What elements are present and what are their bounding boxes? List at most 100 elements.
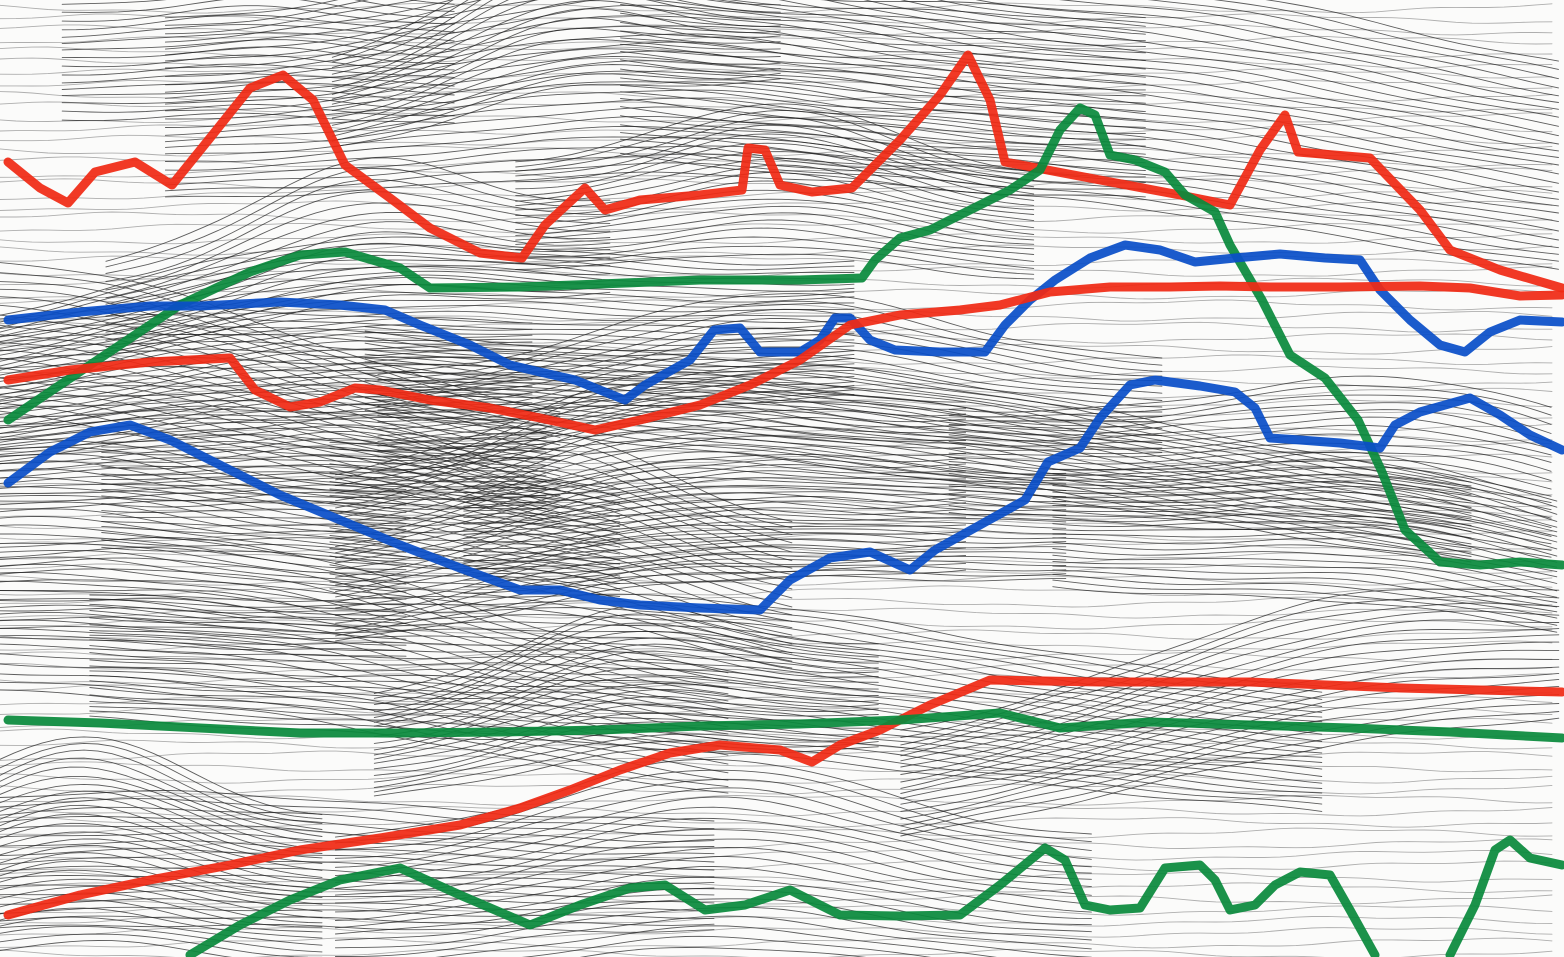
- background-pen-line: [0, 893, 1553, 905]
- contour-pen-line: [335, 536, 967, 609]
- contour-pen-line: [164, 153, 1146, 186]
- contour-pen-line: [0, 334, 561, 463]
- contour-pen-line: [948, 375, 1552, 413]
- background-pen-line: [0, 288, 1553, 300]
- contour-pen-line: [900, 628, 1560, 762]
- contour-pen-line: [0, 272, 561, 418]
- contour-pen-line: [620, 138, 1559, 255]
- contour-pen-line: [0, 471, 547, 484]
- contour-pen-line: [900, 588, 1560, 731]
- contour-pen-line: [1052, 565, 1558, 608]
- contour-pen-line: [164, 70, 1146, 121]
- contour-pen-line: [463, 477, 1067, 507]
- contour-pen-line: [0, 369, 855, 435]
- contour-pen-line: [89, 603, 1323, 700]
- contour-pen-line: [0, 344, 855, 405]
- contour-pen-line: [0, 626, 729, 741]
- contour-pen-line: [334, 806, 1092, 877]
- contour-pen-line: [334, 898, 1092, 941]
- contour-pen-line: [89, 634, 1323, 728]
- contour-pen-line: [0, 333, 533, 345]
- contour-pen-line: [0, 892, 323, 928]
- contour-pen-line: [377, 417, 1163, 458]
- contour-pen-line: [0, 925, 323, 953]
- contour-pen-line: [89, 694, 1323, 789]
- background-pen-line: [0, 431, 1553, 442]
- contour-pen-line: [0, 313, 533, 331]
- contour-pen-line: [515, 212, 1035, 250]
- contour-pen-line: [335, 451, 967, 540]
- contour-pen-line: [0, 598, 407, 625]
- contour-pen-line: [0, 886, 323, 924]
- contour-pen-line: [89, 593, 1323, 687]
- background-pen-line: [0, 156, 1553, 168]
- background-pen-line: [0, 530, 1553, 541]
- contour-pen-line: [463, 558, 1067, 576]
- contour-pen-line: [620, 84, 1559, 200]
- background-pen-line: [0, 420, 1553, 432]
- contour-pen-line: [329, 588, 793, 669]
- contour-pen-line: [331, 0, 454, 58]
- contour-pen-line: [61, 24, 455, 42]
- contour-pen-line: [335, 492, 967, 570]
- contour-pen-line: [0, 590, 407, 617]
- contour-pen-line: [105, 265, 611, 333]
- background-pen-line: [0, 618, 1553, 630]
- contour-pen-line: [0, 619, 407, 646]
- background-pen-line: [0, 35, 1553, 47]
- background-pen-line: [0, 13, 1553, 25]
- contour-pen-line: [373, 740, 879, 793]
- contour-pen-line: [334, 838, 1092, 896]
- contour-pen-line: [0, 766, 323, 837]
- contour-pen-line: [0, 251, 855, 329]
- contour-pen-line: [164, 0, 1146, 27]
- contour-pen-line: [0, 557, 729, 688]
- contour-pen-line: [89, 706, 1323, 799]
- background-pen-line: [0, 882, 1553, 894]
- background-pen-line: [0, 321, 1553, 333]
- background-pen-line: [0, 651, 1553, 663]
- contour-pen-line: [0, 549, 407, 585]
- contour-pen-line: [105, 274, 611, 341]
- contour-pen-line: [0, 448, 547, 467]
- contour-pen-line: [331, 55, 781, 132]
- contour-pen-line: [0, 414, 547, 435]
- contour-pen-line: [0, 798, 715, 830]
- contour-pen-line: [164, 81, 1146, 128]
- contour-pen-line: [0, 572, 407, 606]
- contour-pen-line: [1052, 548, 1558, 592]
- background-pen-line: [0, 57, 1553, 69]
- contour-pen-line: [164, 0, 1146, 50]
- contour-pen-line: [0, 822, 323, 878]
- contour-pen-line: [0, 542, 407, 577]
- contour-pen-line: [334, 787, 1092, 860]
- background-pen-line: [0, 838, 1553, 849]
- contour-pen-line: [164, 0, 1146, 35]
- contour-pen-line: [0, 653, 729, 765]
- contour-pen-line: [164, 4, 1146, 70]
- contour-pen-line: [515, 236, 1035, 269]
- contour-pen-line: [364, 410, 1472, 563]
- contour-pen-line: [335, 467, 967, 554]
- contour-pen-line: [373, 637, 879, 718]
- background-pen-line: [0, 739, 1553, 751]
- contour-pen-line: [329, 555, 793, 636]
- contour-pen-line: [331, 0, 482, 68]
- background-pen-line: [0, 519, 1553, 531]
- background-pen-line: [0, 497, 1553, 509]
- contour-pen-line: [0, 637, 407, 657]
- contour-pen-line: [0, 874, 715, 891]
- contour-pen-line: [649, 0, 1559, 110]
- background-pen-line: [0, 574, 1553, 586]
- contour-pen-line: [0, 477, 547, 489]
- contour-pen-line: [948, 424, 1552, 456]
- contour-pen-line: [1052, 573, 1558, 619]
- contour-pen-line: [364, 348, 1472, 502]
- contour-pen-line: [61, 104, 455, 117]
- red-stroke-top: [3, 50, 1564, 293]
- background-pen-line: [0, 145, 1553, 157]
- contour-pen-line: [373, 676, 879, 744]
- contour-pen-line: [377, 381, 1163, 437]
- background-pen-line: [0, 860, 1553, 872]
- contour-pen-line: [515, 157, 1035, 211]
